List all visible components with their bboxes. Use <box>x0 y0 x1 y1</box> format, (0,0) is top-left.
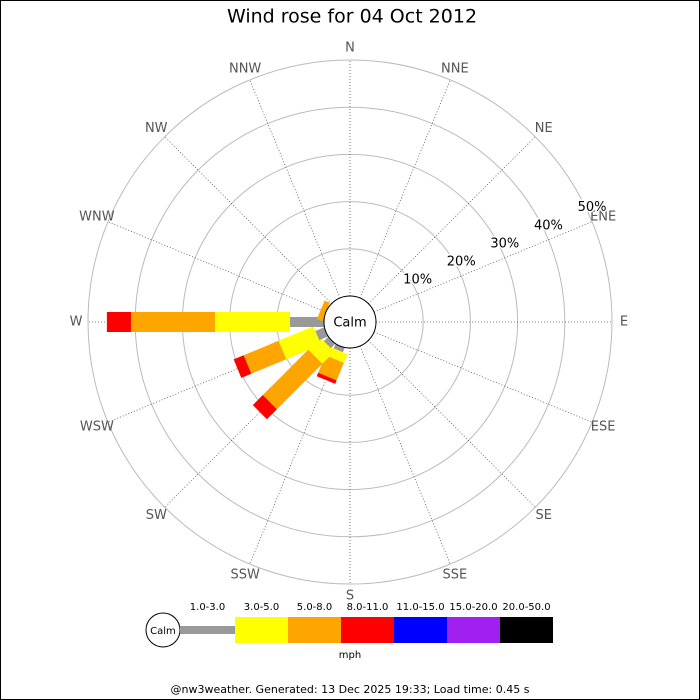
direction-label: NNW <box>229 61 261 76</box>
direction-label: ENE <box>590 210 616 225</box>
direction-label: N <box>345 41 355 56</box>
legend-swatch <box>235 617 288 643</box>
footer: @nw3weather. Generated: 13 Dec 2025 19:3… <box>171 683 530 696</box>
direction-label: ESE <box>591 419 616 434</box>
legend-swatch <box>341 617 394 643</box>
calm-label: Calm <box>333 316 366 331</box>
legend-calm-label: Calm <box>150 626 176 637</box>
ring-label: 40% <box>534 218 563 233</box>
legend-label: 3.0-5.0 <box>244 602 279 613</box>
spoke <box>368 340 536 508</box>
ring-label: 10% <box>403 272 432 287</box>
direction-label: SSE <box>442 568 467 583</box>
direction-label: E <box>620 315 628 330</box>
bar-segment <box>233 355 252 378</box>
spoke <box>359 345 451 565</box>
legend-label: 5.0-8.0 <box>297 602 332 613</box>
direction-label: NE <box>535 121 553 136</box>
ring-label: 50% <box>578 200 607 215</box>
direction-label: NNE <box>441 61 469 76</box>
chart-title: Wind rose for 04 Oct 2012 <box>227 6 477 28</box>
spoke <box>107 221 327 313</box>
legend-swatch <box>394 617 447 643</box>
spoke <box>368 136 536 304</box>
ring-label: 30% <box>490 236 519 251</box>
legend-label: 15.0-20.0 <box>449 602 497 613</box>
ring-label: 20% <box>447 254 476 269</box>
legend-label: 8.0-11.0 <box>347 602 389 613</box>
bar-segment <box>106 312 131 332</box>
legend-label: 20.0-50.0 <box>502 602 550 613</box>
spoke <box>164 136 332 304</box>
bar-segment <box>214 312 291 332</box>
spoke <box>359 79 451 299</box>
direction-label: SSW <box>230 568 260 583</box>
bar-segment <box>262 349 323 410</box>
bar-segment <box>278 326 322 360</box>
legend-swatch <box>447 617 500 643</box>
grid-ring <box>87 59 613 585</box>
bar-segment <box>290 317 324 327</box>
legend-label: 1.0-3.0 <box>190 602 225 613</box>
legend-label: 11.0-15.0 <box>396 602 444 613</box>
bar-segment <box>243 340 287 374</box>
direction-label: NW <box>145 121 168 136</box>
legend-title: mph <box>339 650 361 661</box>
direction-label: S <box>346 589 354 604</box>
spoke <box>249 345 341 565</box>
bar-segment <box>316 372 337 384</box>
legend-swatch <box>180 626 235 634</box>
spoke <box>249 79 341 299</box>
bar-segment <box>316 300 330 322</box>
direction-label: W <box>70 315 83 330</box>
direction-label: WNW <box>79 210 115 225</box>
calm-circle <box>323 295 377 349</box>
bar-segment <box>323 336 336 349</box>
direction-label: SE <box>536 508 552 523</box>
bar-segment <box>130 312 215 332</box>
bar-segment <box>315 327 328 341</box>
bar-segment <box>333 344 345 353</box>
direction-label: SW <box>146 508 167 523</box>
bar-segment <box>318 355 344 381</box>
bar-segment <box>252 395 277 420</box>
legend-swatch <box>500 617 553 643</box>
legend-swatch <box>288 617 341 643</box>
spoke <box>373 331 593 423</box>
spoke <box>373 221 593 313</box>
direction-label: WSW <box>80 419 114 434</box>
